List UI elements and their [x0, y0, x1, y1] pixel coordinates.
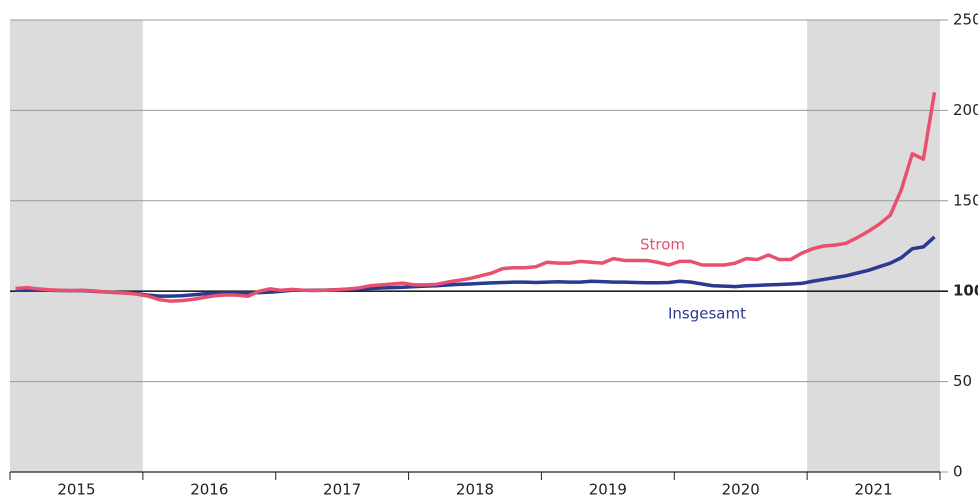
y-tick-label: 50	[953, 372, 972, 390]
y-tick-label: 200	[953, 101, 978, 119]
y-tick-label: 150	[953, 191, 978, 209]
x-tick-label: 2016	[190, 481, 228, 499]
x-tick-label: 2021	[854, 481, 892, 499]
x-tick-label: 2020	[722, 481, 760, 499]
y-tick-label: 0	[953, 463, 963, 481]
series-label: Insgesamt	[668, 305, 746, 323]
y-tick-label: 250	[953, 11, 978, 29]
x-tick-label: 2017	[323, 481, 361, 499]
x-tick-label: 2019	[589, 481, 627, 499]
series-line	[15, 235, 936, 298]
series-label: Strom	[640, 236, 685, 254]
shaded-period	[10, 20, 143, 472]
x-tick-label: 2018	[456, 481, 494, 499]
x-tick-label: 2015	[57, 481, 95, 499]
series-line	[15, 92, 937, 303]
y-tick-label: 100	[953, 282, 978, 300]
